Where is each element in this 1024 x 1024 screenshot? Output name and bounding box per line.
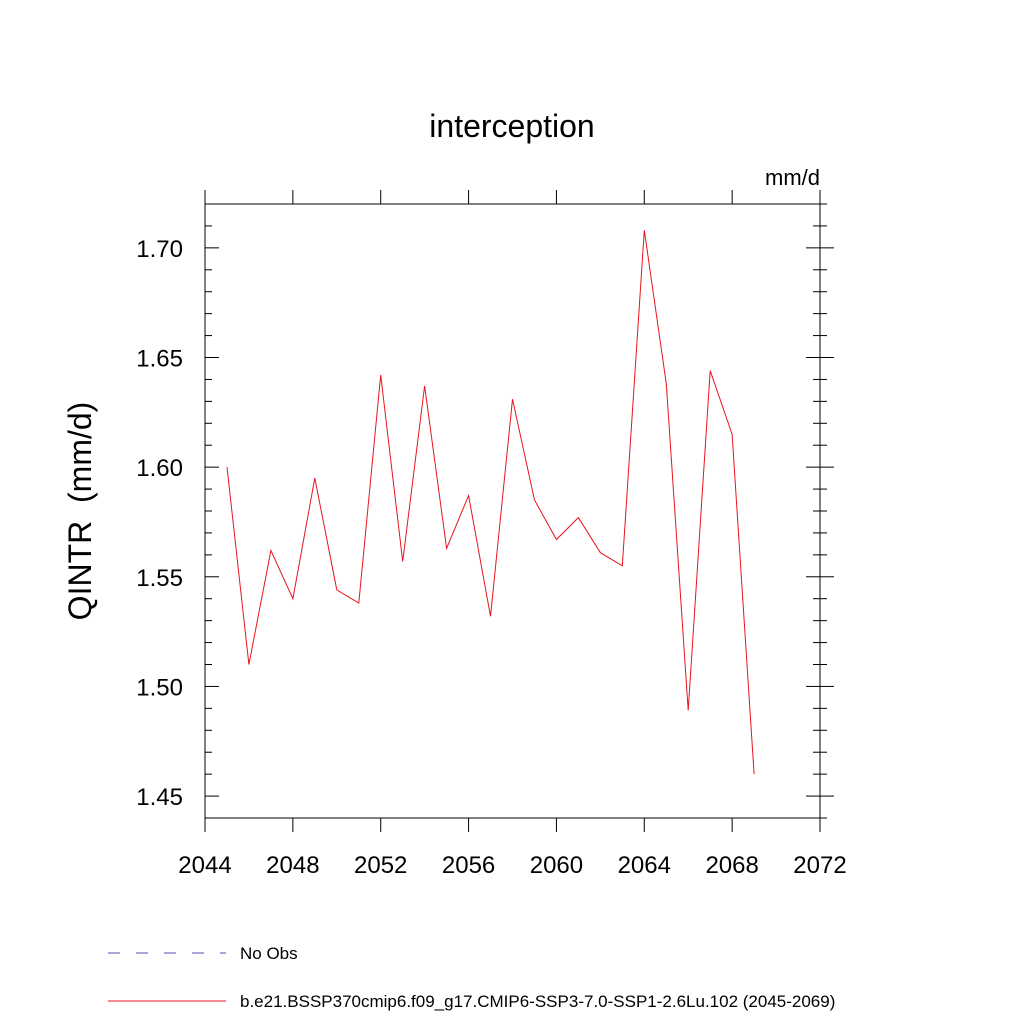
- x-tick-label: 2052: [354, 852, 407, 879]
- series-layer: [226, 230, 755, 775]
- x-tick-label: 2068: [705, 852, 758, 879]
- x-tick-label: 2056: [442, 852, 495, 879]
- x-tick-label: 2072: [793, 852, 846, 879]
- axis-ticks: 2044 2048 2052 2056 2060 2064 2068 2072 1.45 1.50…: [136, 190, 847, 879]
- legend: No Obs b.e21.BSSP370cmip6.f09_g17.CMIP6-S…: [108, 944, 835, 1011]
- legend-label: No Obs: [240, 944, 298, 963]
- y-tick-label: 1.70: [136, 236, 183, 263]
- x-tick-label: 2048: [266, 852, 319, 879]
- y-tick-label: 1.65: [136, 346, 183, 373]
- plot-frame: [204, 203, 821, 819]
- y-tick-label: 1.50: [136, 674, 183, 701]
- y-axis-label: QINTR (mm/d): [62, 402, 98, 621]
- x-tick-label: 2044: [178, 852, 231, 879]
- legend-label: b.e21.BSSP370cmip6.f09_g17.CMIP6-SSP3-7.…: [240, 992, 835, 1011]
- x-tick-label: 2060: [530, 852, 583, 879]
- x-tick-label: 2064: [618, 852, 671, 879]
- y-tick-label: 1.45: [136, 784, 183, 811]
- series-line: [226, 230, 755, 775]
- chart-title: interception: [429, 108, 594, 144]
- y-tick-label: 1.60: [136, 455, 183, 482]
- units-label: mm/d: [765, 165, 820, 190]
- y-tick-label: 1.55: [136, 565, 183, 592]
